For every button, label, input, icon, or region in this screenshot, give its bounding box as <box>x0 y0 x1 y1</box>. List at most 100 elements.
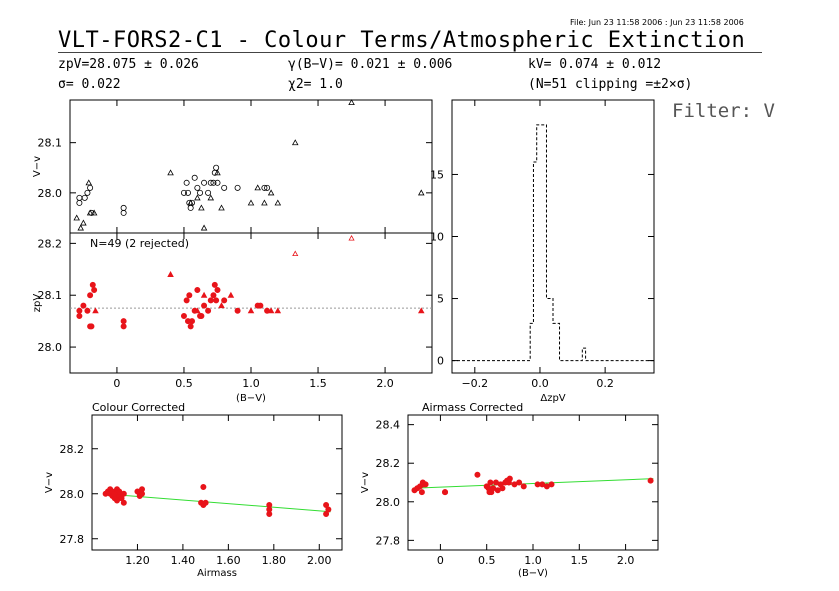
corrected-point <box>442 489 449 496</box>
top-point <box>81 194 88 201</box>
top-point <box>348 99 355 105</box>
mid-point <box>234 307 241 314</box>
mid-point <box>257 302 264 309</box>
clipping-note: (N=51 clipping =±2×σ) <box>528 77 693 92</box>
mid-point <box>211 281 218 288</box>
airmass-xtick-label: 1.40 <box>171 554 196 567</box>
mid-ylabel: zpV <box>32 294 43 313</box>
mid-point <box>167 271 174 277</box>
top-point <box>86 209 94 216</box>
corrected-xtick-label: 0 <box>437 554 444 567</box>
hist-xtick-label: 0.0 <box>531 377 549 390</box>
mid-point <box>76 312 83 319</box>
top-point <box>191 174 198 181</box>
airmass-point <box>138 490 145 497</box>
mid-point <box>205 307 212 314</box>
mid-point <box>214 287 221 294</box>
top-point <box>84 189 91 196</box>
mid-point <box>267 307 275 314</box>
corrected-point <box>499 485 506 492</box>
corrected-xlabel: (B−V) <box>518 568 548 579</box>
top-ytick-label: 28.1 <box>38 137 63 150</box>
airmass-xtick-label: 1.20 <box>125 554 150 567</box>
top-plot-frame <box>69 99 433 234</box>
airmass-xtick-label: 1.60 <box>216 554 241 567</box>
airmass-point <box>202 499 209 506</box>
top-point <box>207 179 214 186</box>
rejected-point <box>348 234 355 241</box>
hist-xlabel: ΔzpV <box>540 393 565 404</box>
mid-point <box>417 307 425 314</box>
top-point <box>291 139 299 146</box>
airmass-point <box>120 499 127 506</box>
corrected-xtick-label: 2.0 <box>617 554 635 567</box>
mid-point <box>180 312 187 319</box>
top-point <box>187 199 194 206</box>
corrected-fit-line <box>412 478 654 489</box>
corrected-ytick-label: 28.0 <box>376 496 401 509</box>
mid-point <box>274 307 282 314</box>
top-point <box>180 189 187 196</box>
mid-point <box>207 297 214 304</box>
top-point <box>73 214 80 221</box>
top-point <box>210 179 217 186</box>
mid-plot-frame <box>69 232 433 374</box>
top-point <box>197 189 204 196</box>
mid-ytick-label: 28.2 <box>38 237 63 250</box>
top-point <box>85 179 93 186</box>
corrected-point <box>474 471 481 478</box>
corrected-point <box>647 477 654 484</box>
filter-label: Filter: V <box>672 100 775 122</box>
hist-ytick-label: 0 <box>437 355 444 368</box>
mid-point <box>189 318 196 325</box>
top-point <box>201 179 208 186</box>
top-point <box>200 224 208 231</box>
top-point <box>80 219 87 226</box>
mid-point <box>120 318 127 325</box>
airmass-point <box>120 490 127 497</box>
hist-ytick-label: 15 <box>430 168 444 181</box>
mid-point <box>80 302 87 309</box>
mid-point <box>88 323 95 330</box>
mid-point <box>76 307 83 314</box>
top-point <box>234 184 241 191</box>
top-point <box>194 184 201 191</box>
top-point <box>261 199 268 206</box>
corrected-xtick-label: 0.5 <box>478 554 496 567</box>
k-value: kV= 0.074 ± 0.012 <box>528 57 662 72</box>
zp-value: zpV=28.075 ± 0.026 <box>58 57 199 72</box>
corrected-ytick-label: 27.8 <box>376 534 401 547</box>
mid-point <box>187 323 194 330</box>
mid-point <box>198 312 205 319</box>
top-point <box>267 189 275 196</box>
airmass-plot-frame <box>91 414 343 551</box>
mid-point <box>247 307 255 314</box>
mid-annotation: N=49 (2 rejected) <box>90 237 189 250</box>
top-point <box>76 199 83 206</box>
top-point <box>274 199 282 206</box>
top-point <box>194 194 201 201</box>
mid-xtick-label: 2.0 <box>376 377 394 390</box>
corrected-point <box>516 479 523 486</box>
corrected-ylabel: V−v <box>360 472 371 493</box>
corrected-plot-frame <box>407 414 659 551</box>
mid-point <box>221 297 228 304</box>
hist-ytick-label: 5 <box>437 293 444 306</box>
mid-xtick-label: 1.0 <box>242 377 260 390</box>
mid-point <box>84 307 91 314</box>
airmass-ytick-label: 27.8 <box>60 533 85 546</box>
mid-point <box>87 292 94 299</box>
top-point <box>198 204 205 211</box>
airmass-title: Colour Corrected <box>92 401 185 414</box>
top-point <box>417 189 425 196</box>
top-ylabel: V−v <box>32 156 43 177</box>
corrected-point <box>506 475 513 482</box>
mid-point <box>120 323 127 330</box>
corrected-ytick-label: 28.4 <box>376 419 401 432</box>
mid-point <box>194 287 201 294</box>
mid-point <box>227 291 235 298</box>
corrected-xtick-label: 1.0 <box>524 554 542 567</box>
hist-xtick-label: −0.2 <box>461 377 488 390</box>
mid-ytick-label: 28.1 <box>38 289 63 302</box>
